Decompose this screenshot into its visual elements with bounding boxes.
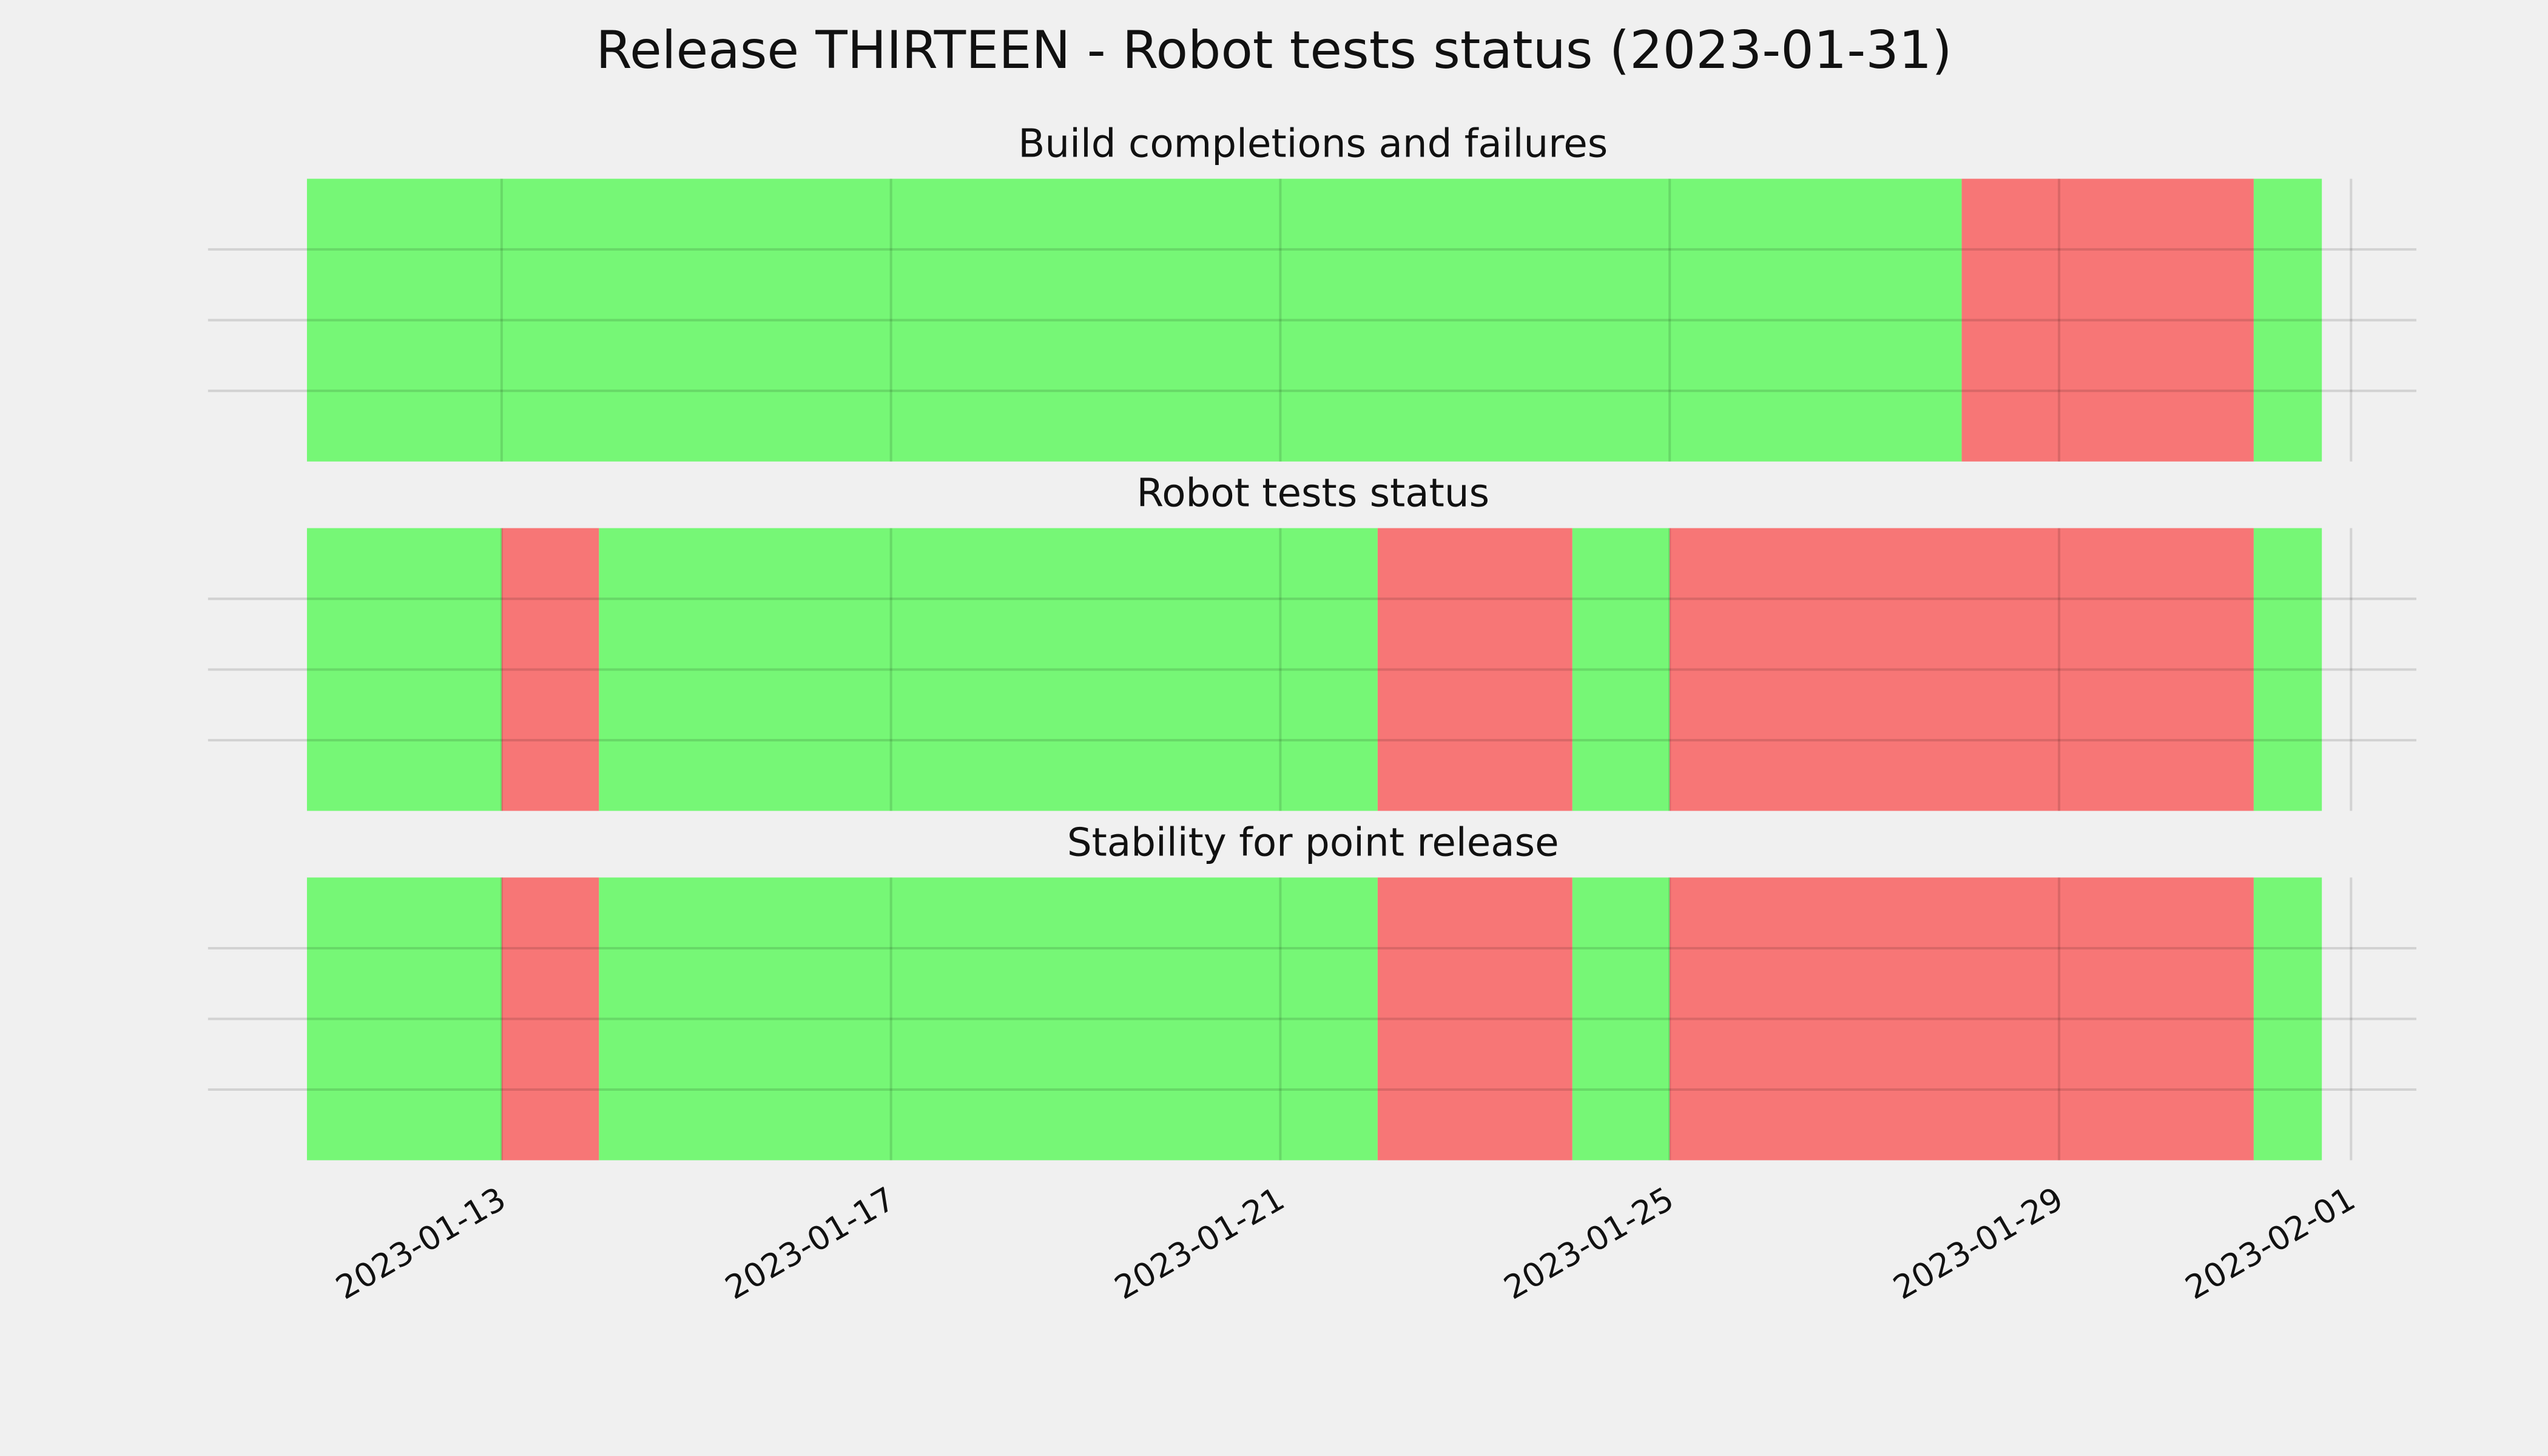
panel-title: Build completions and failures xyxy=(1018,121,1608,167)
status-segment xyxy=(599,877,1378,1161)
panel-title: Robot tests status xyxy=(1136,471,1489,516)
status-segment xyxy=(306,877,502,1161)
status-segment xyxy=(1572,877,1670,1161)
status-segment xyxy=(1377,877,1572,1161)
status-segment xyxy=(1670,528,2254,811)
panel-title: Stability for point release xyxy=(1067,820,1559,865)
status-segment xyxy=(599,528,1378,811)
chart-title: Release THIRTEEN - Robot tests status (2… xyxy=(596,20,1952,81)
status-segment xyxy=(1572,528,1670,811)
status-segment xyxy=(2253,178,2322,462)
status-segment xyxy=(1670,877,2254,1161)
status-segment xyxy=(1961,178,2254,462)
status-segment xyxy=(501,877,599,1161)
status-segment xyxy=(306,178,1962,462)
status-segment xyxy=(1377,528,1572,811)
status-segment xyxy=(2253,528,2322,811)
status-segment xyxy=(2253,877,2322,1161)
status-segment xyxy=(306,528,502,811)
status-segment xyxy=(501,528,599,811)
